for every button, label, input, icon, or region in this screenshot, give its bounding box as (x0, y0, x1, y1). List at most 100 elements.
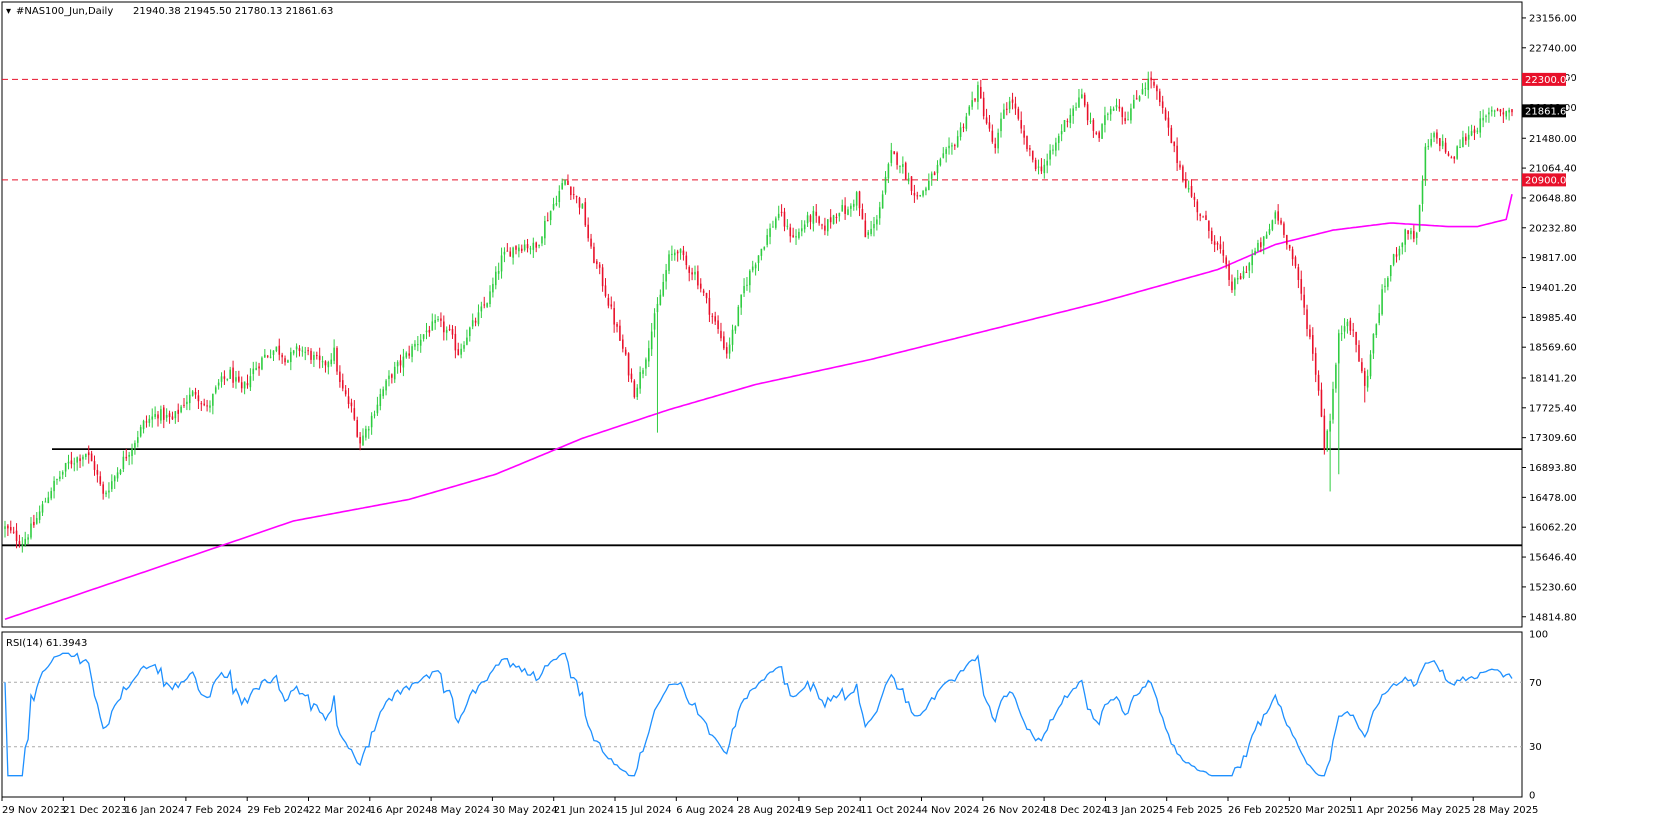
candle (1112, 106, 1115, 112)
candle-body (1459, 146, 1461, 148)
candle-body (1413, 230, 1415, 239)
candle-body (313, 354, 315, 360)
candle (529, 245, 532, 255)
candle-body (318, 355, 321, 361)
candle (1349, 317, 1352, 336)
candle-body (1381, 289, 1383, 315)
candle (1343, 318, 1346, 339)
candle-body (506, 250, 509, 252)
candle (806, 211, 809, 227)
candle (1066, 118, 1069, 128)
candle (1107, 112, 1109, 121)
candle-body (105, 492, 107, 495)
candle (1511, 109, 1513, 117)
candle (1156, 84, 1158, 100)
candle (1242, 266, 1245, 280)
candle (370, 412, 373, 435)
candle-body (951, 145, 953, 147)
candle-body (933, 172, 936, 176)
candle (1182, 164, 1184, 183)
candle (425, 322, 428, 340)
candle-body (238, 376, 240, 382)
candle-body (861, 209, 864, 220)
candle (272, 350, 275, 361)
candle (1208, 220, 1210, 239)
candle-body (1011, 99, 1014, 103)
candle-body (1346, 321, 1349, 327)
y-tick-label: 21064.40 (1529, 164, 1577, 175)
candle-body (893, 151, 895, 154)
candle (971, 91, 973, 110)
candle-body (682, 250, 685, 256)
candle-body (1020, 120, 1023, 129)
candle-body (59, 476, 61, 479)
candle (584, 198, 587, 228)
candle-body (1063, 120, 1066, 132)
candle-body (278, 345, 281, 355)
candle (252, 361, 255, 381)
candle-body (1205, 215, 1207, 221)
candle-body (1075, 107, 1077, 109)
candle (1089, 112, 1092, 124)
candle-body (460, 348, 462, 355)
candle (443, 315, 445, 341)
candle-body (1476, 130, 1479, 132)
candle (1069, 108, 1072, 129)
candle-body (777, 213, 780, 218)
candle (541, 236, 543, 247)
candle-body (1329, 420, 1331, 432)
candle-body (1130, 108, 1132, 121)
candle-body (1340, 333, 1343, 335)
candle-body (731, 329, 734, 345)
candle (50, 487, 52, 501)
candle-body (757, 255, 760, 264)
candle-body (535, 242, 537, 248)
candle (497, 262, 500, 280)
candle-body (867, 232, 869, 236)
candle-body (789, 227, 792, 237)
candle (1441, 134, 1444, 150)
candle-body (480, 306, 483, 312)
candle-body (489, 291, 491, 305)
candle-body (330, 359, 333, 365)
candle (1037, 159, 1040, 175)
candle (697, 265, 699, 290)
candle-body (373, 414, 376, 416)
candle-body (333, 347, 335, 361)
header-dropdown-icon[interactable]: ▾ (6, 6, 11, 17)
candle-body (544, 220, 546, 239)
candle-body (876, 219, 878, 225)
candle (593, 242, 595, 264)
candle (985, 108, 988, 125)
candle-body (1306, 309, 1308, 330)
candle (616, 321, 618, 333)
candle (1453, 155, 1456, 164)
candle (780, 204, 783, 217)
candle-body (1358, 344, 1360, 362)
candle (769, 223, 771, 245)
candle (1274, 210, 1277, 225)
candle-body (292, 350, 295, 354)
candle (206, 399, 208, 412)
candle-body (339, 371, 341, 382)
candle (1413, 225, 1415, 243)
candle-body (737, 306, 740, 327)
candle-body (1083, 94, 1086, 106)
candle (1317, 370, 1320, 396)
candle (448, 324, 451, 332)
candle-body (1488, 112, 1490, 115)
y-tick-label: 17309.60 (1529, 433, 1577, 444)
candle-body (567, 180, 569, 185)
candle (365, 425, 367, 441)
candle-body (1450, 157, 1453, 159)
candle-body (1441, 140, 1444, 147)
candle (633, 379, 636, 399)
candle (116, 467, 119, 482)
candle-body (362, 435, 364, 446)
candle (1092, 118, 1095, 138)
x-tick-label: 18 Dec 2024 (1044, 805, 1108, 816)
candle (694, 265, 696, 281)
candle (991, 124, 994, 144)
candle (546, 212, 549, 222)
